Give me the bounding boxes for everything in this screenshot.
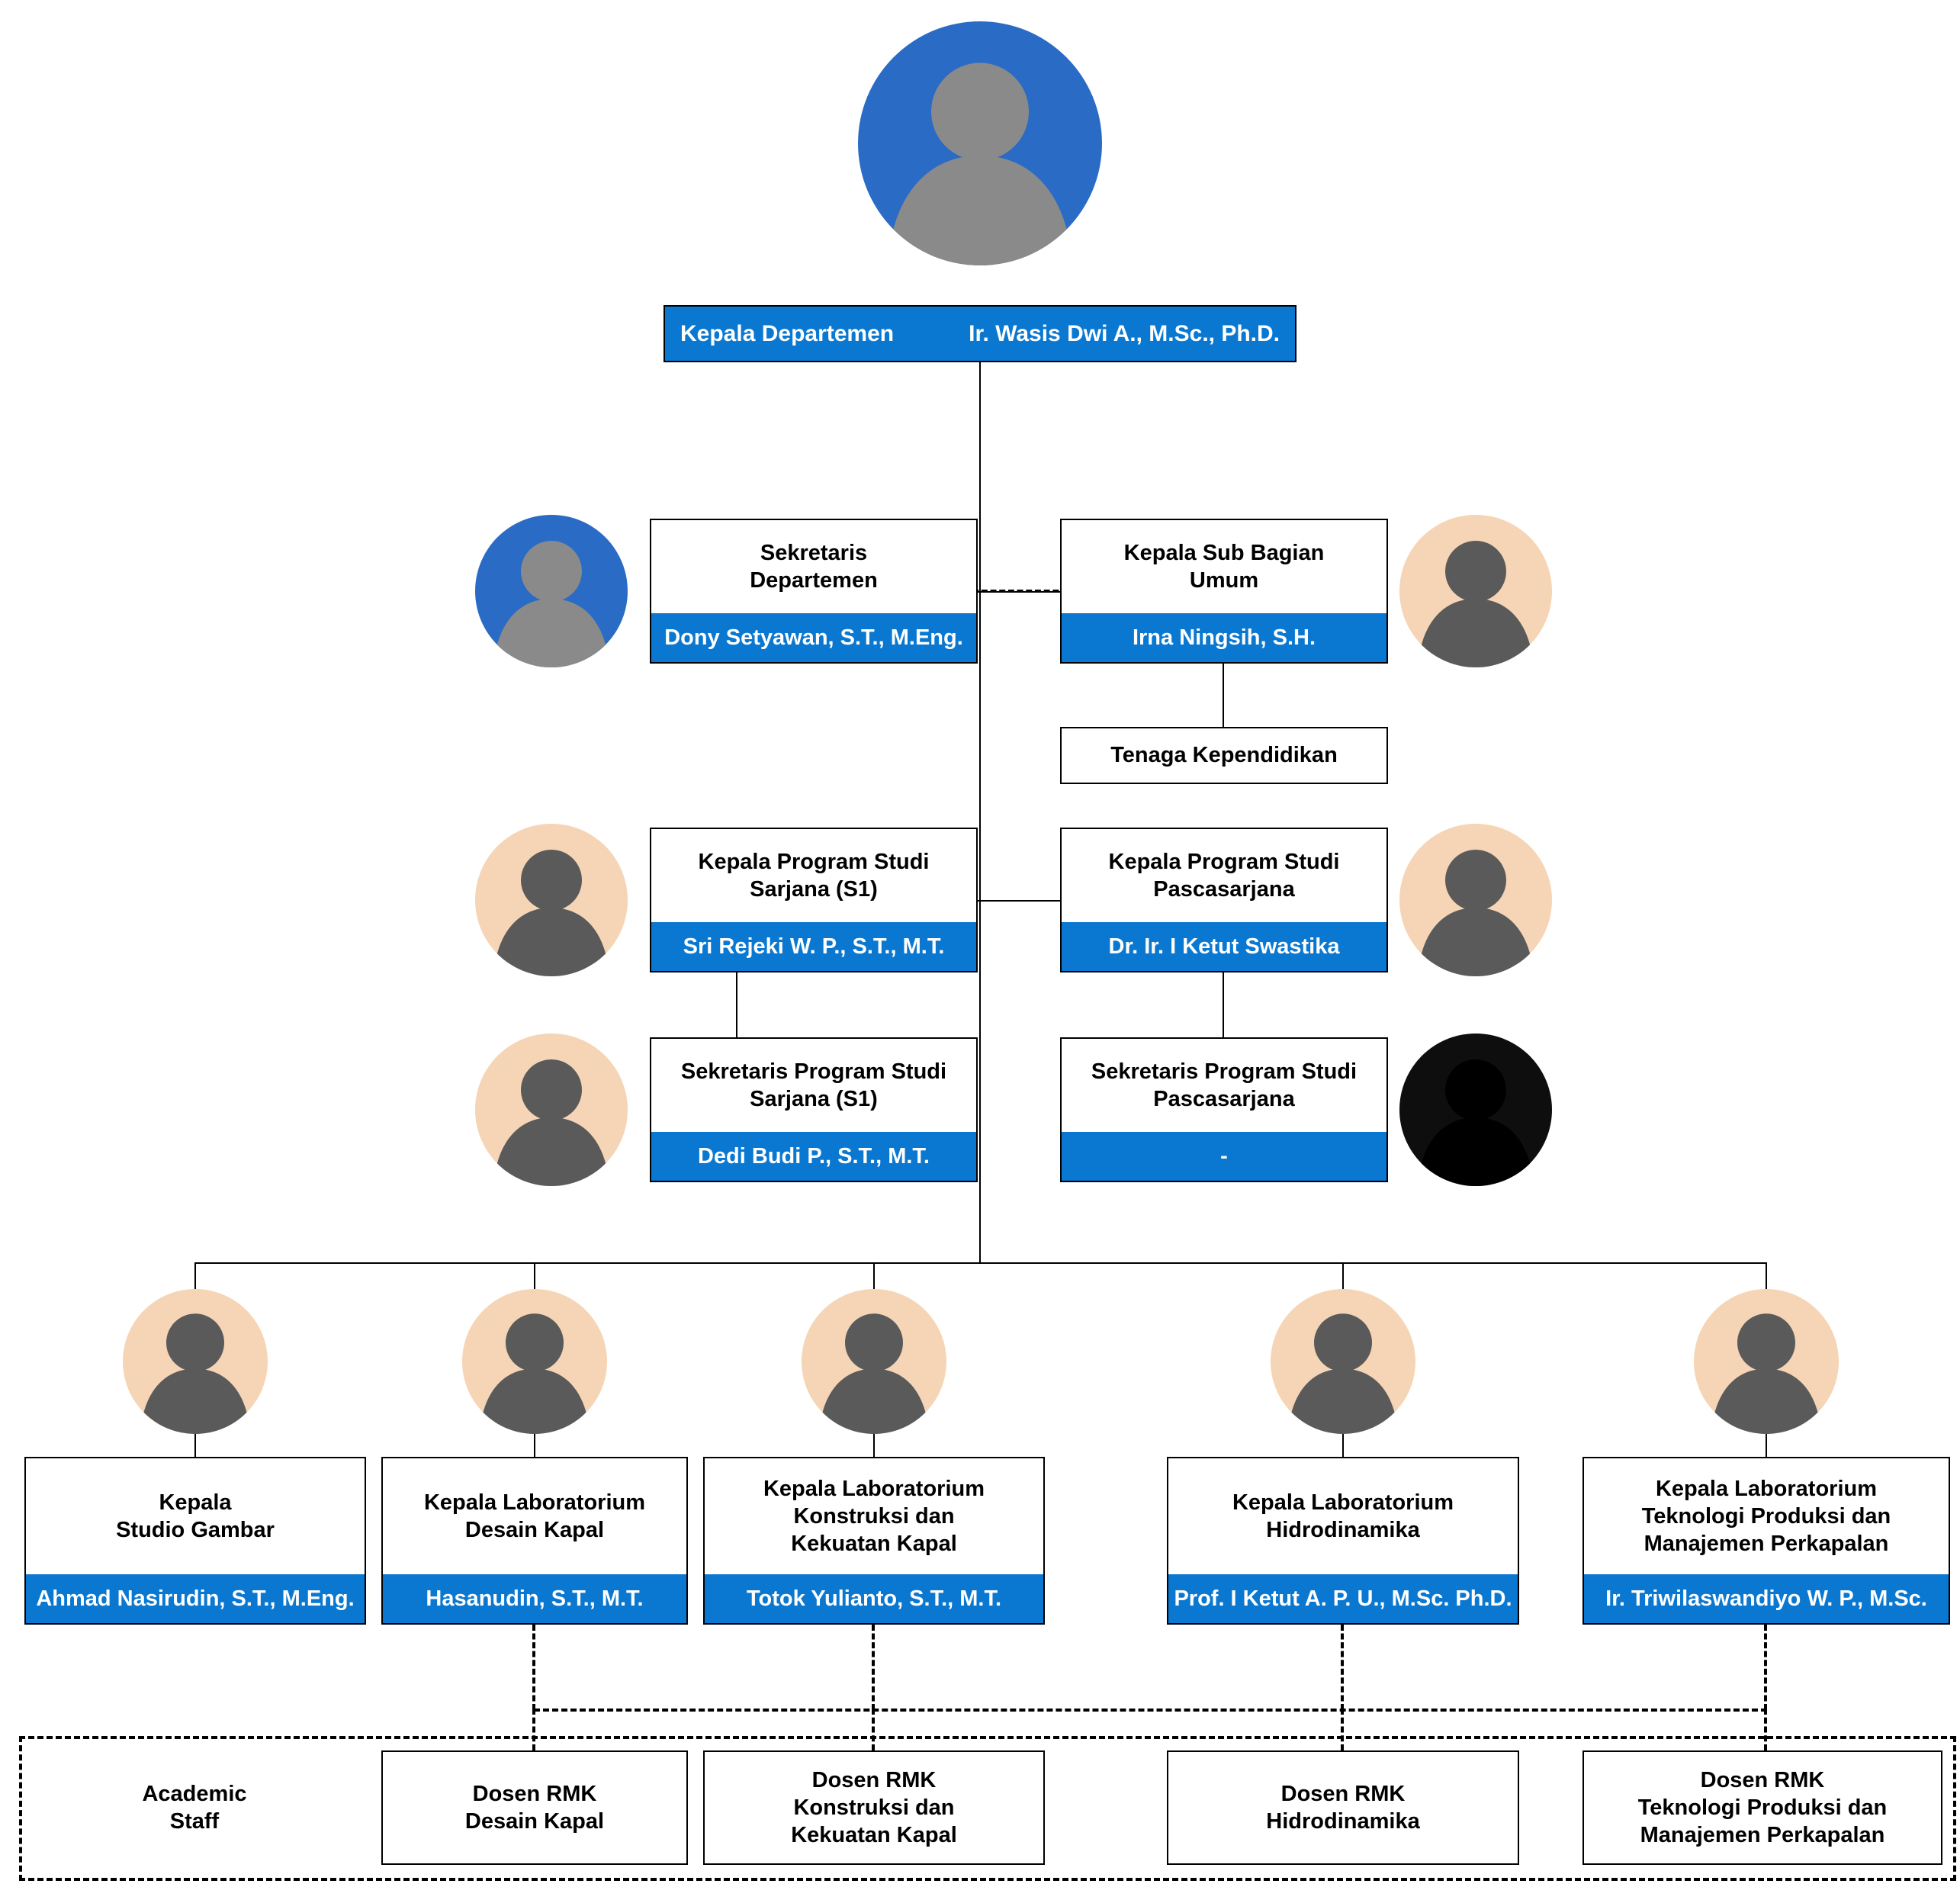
card-sekprodi-pasca: Sekretaris Program Studi Pascasarjana - bbox=[1060, 1037, 1388, 1182]
head-name: Ir. Wasis Dwi A., M.Sc., Ph.D. bbox=[969, 321, 1280, 347]
lab-studio-name: Ahmad Nasirudin, S.T., M.Eng. bbox=[26, 1574, 365, 1623]
avatar-lab-tekprod bbox=[1694, 1289, 1839, 1434]
head-title: Kepala Departemen bbox=[680, 321, 894, 347]
lab-tekprod-name: Ir. Triwilaswandiyo W. P., M.Sc. bbox=[1584, 1574, 1949, 1623]
card-lab-hidro: Kepala Laboratorium Hidrodinamika Prof. … bbox=[1167, 1457, 1519, 1625]
card-lab-konstruksi: Kepala Laboratorium Konstruksi dan Kekua… bbox=[703, 1457, 1045, 1625]
kaprodi-s1-name: Sri Rejeki W. P., S.T., M.T. bbox=[651, 922, 976, 971]
line-lab3-rmk bbox=[872, 1625, 875, 1710]
line-lab4-rmk bbox=[1341, 1625, 1344, 1710]
avatar-sekprodi-pasca bbox=[1399, 1034, 1552, 1186]
secretary-title: Sekretaris Departemen bbox=[651, 520, 976, 613]
sekprodi-pasca-name: - bbox=[1062, 1132, 1386, 1181]
avatar-lab-studio bbox=[123, 1289, 268, 1434]
kaprodi-s1-title: Kepala Program Studi Sarjana (S1) bbox=[651, 829, 976, 922]
card-kaprodi-pasca: Kepala Program Studi Pascasarjana Dr. Ir… bbox=[1060, 828, 1388, 972]
line-subbag-tendik bbox=[1223, 664, 1224, 728]
box-rmk-tekprod: Dosen RMK Teknologi Produksi dan Manajem… bbox=[1582, 1750, 1942, 1865]
card-lab-desain: Kepala Laboratorium Desain Kapal Hasanud… bbox=[381, 1457, 688, 1625]
box-academic-staff: Academic Staff bbox=[50, 1750, 339, 1865]
secretary-name: Dony Setyawan, S.T., M.Eng. bbox=[651, 613, 976, 662]
sekprodi-s1-name: Dedi Budi P., S.T., M.T. bbox=[651, 1132, 976, 1181]
lab-hidro-name: Prof. I Ketut A. P. U., M.Sc. Ph.D. bbox=[1168, 1574, 1518, 1623]
avatar-secretary bbox=[475, 515, 628, 667]
line-s1-seks1 bbox=[736, 972, 737, 1037]
line-lab5-rmk bbox=[1764, 1625, 1767, 1710]
card-secretary: Sekretaris Departemen Dony Setyawan, S.T… bbox=[650, 519, 978, 664]
sekprodi-pasca-title: Sekretaris Program Studi Pascasarjana bbox=[1062, 1039, 1386, 1132]
avatar-head bbox=[858, 21, 1102, 265]
box-rmk-konstruksi: Dosen RMK Konstruksi dan Kekuatan Kapal bbox=[703, 1750, 1045, 1865]
lab-konstruksi-title: Kepala Laboratorium Konstruksi dan Kekua… bbox=[705, 1458, 1043, 1574]
avatar-kaprodi-s1 bbox=[475, 824, 628, 976]
line-lab2-rmk bbox=[532, 1625, 535, 1710]
line-spine bbox=[979, 362, 981, 1262]
lab-desain-title: Kepala Laboratorium Desain Kapal bbox=[383, 1458, 686, 1574]
lab-konstruksi-name: Totok Yulianto, S.T., M.T. bbox=[705, 1574, 1043, 1623]
sekprodi-s1-title: Sekretaris Program Studi Sarjana (S1) bbox=[651, 1039, 976, 1132]
avatar-lab-desain bbox=[462, 1289, 607, 1434]
head-banner: Kepala Departemen Ir. Wasis Dwi A., M.Sc… bbox=[664, 305, 1296, 362]
box-rmk-hidro: Dosen RMK Hidrodinamika bbox=[1167, 1750, 1519, 1865]
avatar-subbag bbox=[1399, 515, 1552, 667]
card-subbag: Kepala Sub Bagian Umum Irna Ningsih, S.H… bbox=[1060, 519, 1388, 664]
card-sekprodi-s1: Sekretaris Program Studi Sarjana (S1) De… bbox=[650, 1037, 978, 1182]
card-kaprodi-s1: Kepala Program Studi Sarjana (S1) Sri Re… bbox=[650, 828, 978, 972]
avatar-sekprodi-s1 bbox=[475, 1034, 628, 1186]
subbag-title: Kepala Sub Bagian Umum bbox=[1062, 520, 1386, 613]
avatar-kaprodi-pasca bbox=[1399, 824, 1552, 976]
lab-desain-name: Hasanudin, S.T., M.T. bbox=[383, 1574, 686, 1623]
avatar-lab-hidro bbox=[1271, 1289, 1415, 1434]
box-tendik: Tenaga Kependidikan bbox=[1060, 727, 1388, 784]
subbag-name: Irna Ningsih, S.H. bbox=[1062, 613, 1386, 662]
box-rmk-desain: Dosen RMK Desain Kapal bbox=[381, 1750, 688, 1865]
lab-studio-title: Kepala Studio Gambar bbox=[26, 1458, 365, 1574]
avatar-lab-konstruksi bbox=[802, 1289, 946, 1434]
line-pasca-sekpasca bbox=[1223, 972, 1224, 1037]
line-lab-bus bbox=[194, 1262, 1767, 1264]
lab-hidro-title: Kepala Laboratorium Hidrodinamika bbox=[1168, 1458, 1518, 1574]
lab-tekprod-title: Kepala Laboratorium Teknologi Produksi d… bbox=[1584, 1458, 1949, 1574]
card-lab-studio: Kepala Studio Gambar Ahmad Nasirudin, S.… bbox=[24, 1457, 366, 1625]
card-lab-tekprod: Kepala Laboratorium Teknologi Produksi d… bbox=[1582, 1457, 1950, 1625]
kaprodi-pasca-title: Kepala Program Studi Pascasarjana bbox=[1062, 829, 1386, 922]
kaprodi-pasca-name: Dr. Ir. I Ketut Swastika bbox=[1062, 922, 1386, 971]
line-rmk-bus bbox=[534, 1709, 1767, 1712]
